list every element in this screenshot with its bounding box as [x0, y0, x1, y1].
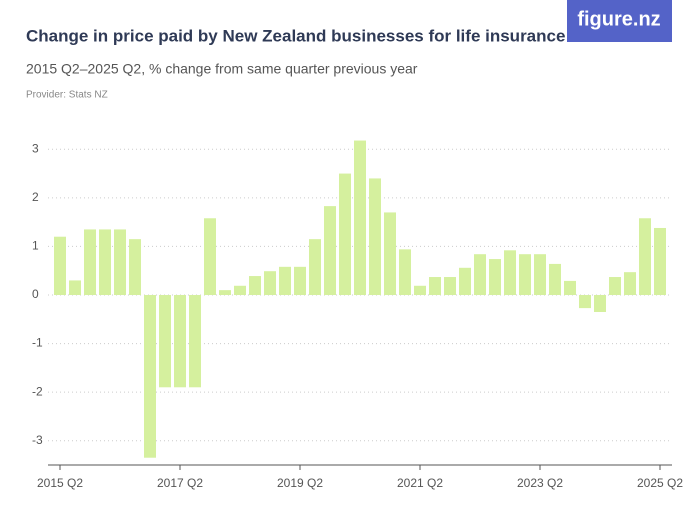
- chart-subtitle: 2015 Q2–2025 Q2, % change from same quar…: [26, 61, 418, 77]
- bar: [654, 227, 666, 295]
- bar: [294, 266, 306, 295]
- bar: [444, 277, 456, 295]
- logo: figure.nz: [577, 8, 660, 30]
- x-tick-label: 2015 Q2: [37, 476, 83, 490]
- y-tick-label: -1: [32, 336, 43, 350]
- x-tick-label: 2017 Q2: [157, 476, 203, 490]
- bar: [69, 280, 81, 295]
- bar: [324, 206, 336, 295]
- bar: [279, 266, 291, 295]
- y-tick-label: -2: [32, 384, 43, 398]
- bar: [129, 239, 141, 295]
- bar: [474, 254, 486, 295]
- bar: [309, 239, 321, 295]
- bar: [84, 229, 96, 295]
- bar: [489, 259, 501, 295]
- y-tick-label: 0: [32, 287, 39, 301]
- bar: [159, 295, 171, 388]
- bar: [369, 178, 381, 295]
- bar: [219, 290, 231, 295]
- bar: [354, 140, 366, 295]
- bar: [189, 295, 201, 388]
- bar: [564, 280, 576, 295]
- bar: [429, 277, 441, 295]
- bar: [609, 277, 621, 295]
- bar: [204, 218, 216, 295]
- bar: [339, 173, 351, 295]
- bar: [579, 295, 591, 309]
- x-tick-label: 2021 Q2: [397, 476, 443, 490]
- y-tick-label: 3: [32, 141, 39, 155]
- bar: [399, 249, 411, 295]
- chart-title: Change in price paid by New Zealand busi…: [26, 26, 565, 45]
- bar: [624, 272, 636, 295]
- x-tick-label: 2019 Q2: [277, 476, 323, 490]
- bar: [384, 212, 396, 295]
- bar: [54, 236, 66, 295]
- provider: Provider: Stats NZ: [26, 90, 108, 101]
- bar: [174, 295, 186, 388]
- y-tick-label: 2: [32, 190, 39, 204]
- bar: [504, 250, 516, 295]
- bar: [114, 229, 126, 295]
- bar: [234, 285, 246, 295]
- bar: [594, 295, 606, 312]
- bar: [414, 285, 426, 295]
- y-tick-label: 1: [32, 239, 39, 253]
- logo-box: [567, 0, 672, 42]
- bar: [144, 295, 156, 458]
- bar: [99, 229, 111, 295]
- bar: [639, 218, 651, 295]
- bar: [519, 254, 531, 295]
- bar: [249, 276, 261, 295]
- x-tick-label: 2023 Q2: [517, 476, 563, 490]
- x-tick-label: 2025 Q2: [637, 476, 683, 490]
- y-tick-label: -3: [32, 433, 43, 447]
- bar: [534, 254, 546, 295]
- bar: [264, 271, 276, 295]
- bar: [549, 263, 561, 295]
- bar: [459, 267, 471, 295]
